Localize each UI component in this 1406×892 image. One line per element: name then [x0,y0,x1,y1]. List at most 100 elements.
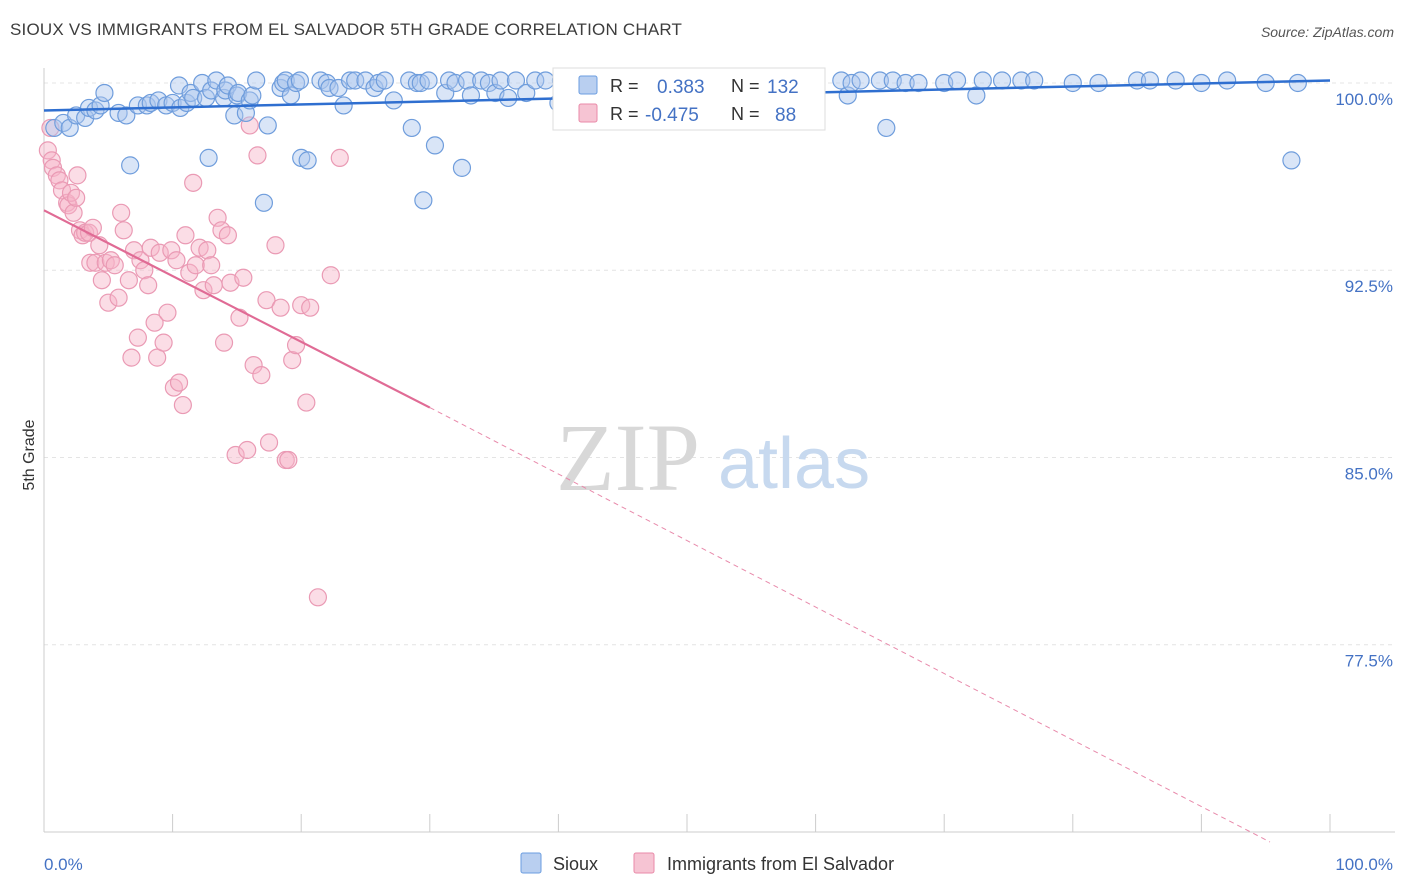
sioux-point [877,118,896,138]
el-salvador-point [297,393,316,412]
el-salvador-point [61,183,81,202]
legend-n-el-salvador: 88 [775,105,796,126]
bottom-legend-swatch-sioux [520,852,542,874]
series-immigrants-el-salvador [38,116,349,607]
el-salvador-point [92,271,111,290]
sioux-point [375,71,394,90]
el-salvador-point [67,188,86,207]
legend-swatch-el-salvador [578,103,598,123]
el-salvador-point [248,146,267,165]
el-salvador-point [321,266,340,285]
sioux-point [425,136,445,155]
chart-title: SIOUX VS IMMIGRANTS FROM EL SALVADOR 5TH… [10,20,683,39]
sioux-point [414,191,433,210]
sioux-point [247,71,266,90]
el-salvador-point [266,236,285,255]
el-salvador-point [105,256,124,275]
bottom-legend-sioux: Sioux [553,854,598,874]
sioux-point [419,71,438,90]
el-salvador-point [148,348,167,367]
el-salvador-point [128,328,147,347]
sioux-point [491,71,510,90]
el-salvador-point [176,226,195,245]
sioux-point [340,71,360,90]
sioux-point [967,86,986,105]
el-salvador-point [169,373,189,392]
el-salvador-point [218,226,237,245]
el-salvador-point [86,253,105,272]
el-salvador-point [64,203,83,222]
legend-n-sioux: 132 [767,77,799,98]
sioux-point [452,158,472,177]
sioux-point [95,83,114,103]
sioux-point [1166,71,1185,90]
el-salvador-point [173,395,192,415]
el-salvador-point [180,263,199,282]
el-salvador-point [184,173,203,192]
el-salvador-point [141,238,160,257]
y-tick-labels: 100.0% 92.5% 85.0% 77.5% [1335,90,1393,671]
sioux-point [1025,71,1044,90]
x-tick-label: 100.0% [1335,855,1393,874]
el-salvador-point [114,221,133,240]
legend-r-label: R = [610,76,639,96]
el-salvador-point [234,268,253,287]
sioux-point [506,71,526,90]
sioux-point [1089,73,1108,93]
sioux-point [199,148,218,167]
sioux-point [402,118,421,138]
sioux-point [346,71,365,90]
x-tick-label: 0.0% [44,855,83,874]
el-salvador-point [109,288,128,307]
el-salvador-point [145,313,164,332]
el-salvador-point [139,276,158,295]
legend-swatch-sioux [578,75,598,95]
sioux-point [1288,73,1307,93]
el-salvador-point [204,276,223,295]
bottom-legend: Sioux Immigrants from El Salvador [520,852,894,874]
sioux-point [909,73,928,93]
sioux-point [117,106,136,125]
sioux-point [218,76,237,95]
sioux-point [243,86,262,105]
y-tick-label: 77.5% [1345,652,1393,671]
el-salvador-point [283,351,302,370]
el-salvador-point [257,291,276,310]
legend-r-el-salvador: -0.475 [645,105,699,126]
bottom-legend-el-salvador: Immigrants from El Salvador [667,854,894,874]
el-salvador-point [81,253,100,272]
el-salvador-point [112,203,131,222]
y-axis-title: 5th Grade [21,419,38,490]
el-salvador-point [252,365,271,385]
sioux-point [499,88,518,108]
sioux-point [290,71,310,90]
sioux-point [121,156,140,175]
sioux-point [1012,71,1031,90]
sioux-point [947,71,967,90]
el-salvador-point [68,166,87,185]
sioux-point [526,71,545,90]
el-salvador-trend-line [43,209,431,409]
sioux-point [479,73,499,93]
el-salvador-point [186,256,205,275]
el-salvador-point [230,308,249,327]
sioux-point [1063,73,1082,93]
legend-n-label: N = [731,104,760,124]
sioux-point [536,71,555,90]
el-salvador-point [154,333,173,352]
sioux-point [258,116,277,135]
sioux-point [407,73,427,93]
el-salvador-point [271,298,290,317]
watermark-atlas: atlas [718,424,870,504]
el-salvador-point [244,356,263,375]
bottom-legend-swatch-el-salvador [633,852,655,874]
el-salvador-point [226,445,245,465]
watermark: ZIP atlas [556,404,870,511]
el-salvador-point [164,378,183,397]
legend-r-sioux: 0.383 [657,77,705,98]
el-salvador-trend-extension [429,407,1271,843]
sioux-point [298,151,317,170]
sioux-point [870,71,890,90]
sioux-point [254,193,274,212]
